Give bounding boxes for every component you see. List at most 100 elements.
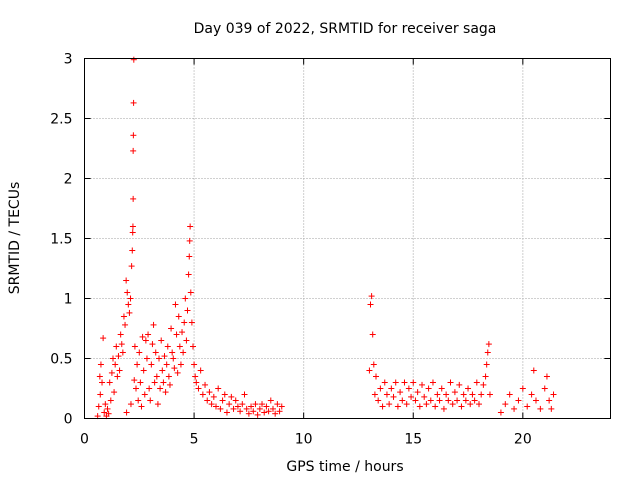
data-point [375, 397, 382, 404]
data-point [377, 385, 384, 392]
data-point [471, 397, 478, 404]
y-tick-label: 0.5 [50, 352, 72, 368]
data-point [130, 195, 137, 202]
data-point [131, 377, 138, 384]
x-tick-label: 5 [190, 432, 199, 448]
data-point [427, 397, 434, 404]
data-point [101, 409, 108, 416]
data-point [130, 99, 137, 106]
data-point [399, 397, 406, 404]
data-point [274, 401, 281, 408]
data-point [109, 355, 116, 362]
data-point [546, 397, 553, 404]
data-point [204, 397, 211, 404]
data-point [138, 403, 145, 410]
data-point [462, 397, 469, 404]
data-point [484, 349, 491, 356]
data-point [254, 411, 261, 418]
data-point [515, 397, 522, 404]
data-point [187, 289, 194, 296]
data-point [550, 391, 557, 398]
data-point [202, 381, 209, 388]
data-point [263, 403, 270, 410]
data-point [118, 341, 125, 348]
data-point [137, 379, 144, 386]
data-point [135, 397, 142, 404]
data-point [449, 401, 456, 408]
data-point [541, 385, 548, 392]
data-point [221, 391, 228, 398]
data-point [111, 389, 118, 396]
data-point [117, 331, 124, 338]
data-point [210, 393, 217, 400]
data-point [243, 405, 250, 412]
data-point [193, 379, 200, 386]
data-point [161, 353, 168, 360]
data-point [256, 405, 263, 412]
data-point [131, 343, 138, 350]
data-point [445, 397, 452, 404]
data-point [213, 403, 219, 410]
data-point [130, 147, 137, 154]
data-point [208, 401, 215, 408]
data-point [175, 313, 182, 320]
data-point [184, 307, 191, 314]
data-point [151, 379, 158, 386]
data-point [172, 301, 179, 308]
data-point [129, 223, 136, 230]
data-point [465, 385, 472, 392]
data-point [412, 397, 419, 404]
data-point [386, 401, 393, 408]
data-point [215, 385, 222, 392]
data-point [237, 408, 244, 415]
x-tick-label: 0 [80, 432, 89, 448]
data-point [410, 379, 417, 386]
data-point [189, 343, 196, 350]
data-point [483, 361, 490, 368]
data-point [272, 410, 279, 417]
data-point [379, 403, 386, 410]
data-point [176, 343, 183, 350]
data-point [469, 391, 476, 398]
y-tick-label: 2.5 [50, 112, 72, 128]
data-point [95, 403, 102, 410]
data-point [164, 343, 171, 350]
data-point [423, 401, 430, 408]
data-point [267, 397, 274, 404]
data-point [438, 385, 445, 392]
data-point [133, 385, 140, 392]
data-point [223, 409, 230, 416]
data-point [174, 369, 181, 376]
data-point [511, 405, 518, 412]
data-point [497, 409, 504, 416]
data-point [454, 397, 461, 404]
data-point [191, 361, 198, 368]
data-point [388, 385, 395, 392]
data-point [102, 401, 109, 408]
data-point [146, 385, 153, 392]
data-point [241, 391, 248, 398]
data-point [158, 337, 165, 344]
data-point [105, 410, 112, 417]
data-point [112, 361, 119, 368]
data-point [372, 373, 379, 380]
data-point [383, 391, 390, 398]
data-point [150, 321, 157, 328]
data-point [186, 253, 193, 260]
data-point [528, 391, 535, 398]
data-point [278, 403, 285, 410]
data-point [405, 385, 412, 392]
x-tick-label: 15 [404, 432, 422, 448]
data-point [188, 319, 195, 326]
data-point [397, 389, 404, 396]
data-point [119, 349, 126, 356]
data-point [548, 405, 555, 412]
data-point [232, 397, 239, 404]
data-point [183, 337, 190, 344]
data-point [473, 379, 480, 386]
axis-ticks: 0 0.5 1 1.5 2 2.5 3 0 5 10 15 20 [50, 52, 611, 448]
data-point [116, 367, 123, 374]
data-point [96, 373, 103, 380]
data-point [124, 289, 131, 296]
data-point [104, 405, 111, 412]
